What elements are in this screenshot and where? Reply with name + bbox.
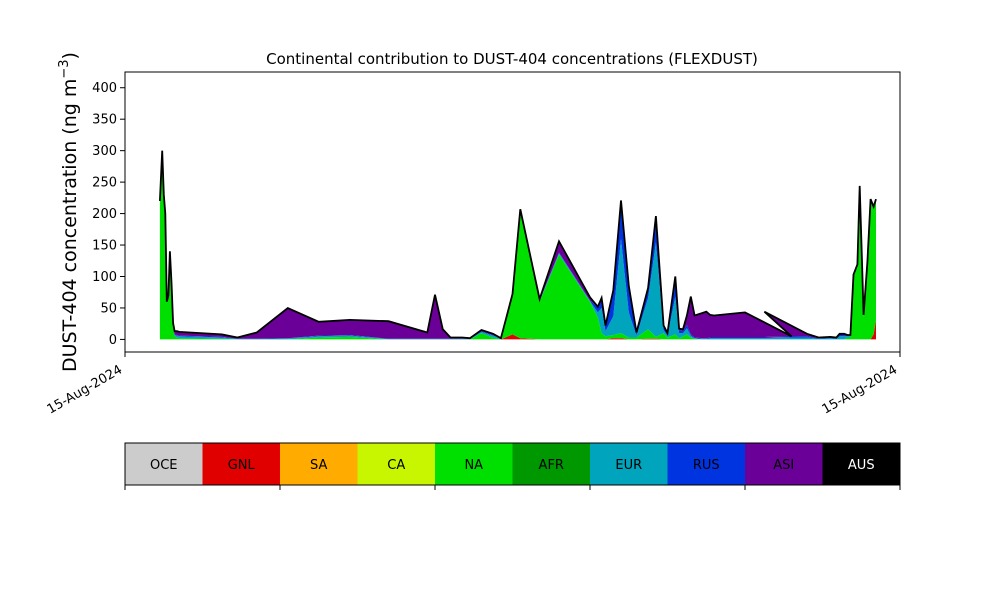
- y-tick-label: 300: [92, 144, 117, 159]
- legend-label-gnl: GNL: [228, 458, 256, 473]
- y-axis-label: DUST-404 concentration (ng m−3): [57, 52, 81, 372]
- y-tick-label: 250: [92, 176, 117, 191]
- chart-title: Continental contribution to DUST-404 con…: [266, 50, 758, 68]
- y-axis-label-exponent: −3: [57, 59, 72, 78]
- legend-swatch-ca: [357, 443, 435, 485]
- y-tick-label: 350: [92, 113, 117, 128]
- legend-label-oce: OCE: [150, 458, 178, 473]
- legend-label-afr: AFR: [539, 458, 564, 473]
- y-tick-label: 50: [100, 301, 117, 316]
- stacked-area-series: [159, 150, 876, 340]
- y-axis-ticks: 0 50 100 150 200 250 300 350 400: [92, 81, 125, 348]
- legend-swatch-rus: [667, 443, 745, 485]
- legend-swatch-na: [435, 443, 513, 485]
- y-tick-label: 150: [92, 239, 117, 254]
- legend-swatch-gnl: [202, 443, 280, 485]
- legend-label-ca: CA: [387, 458, 405, 473]
- legend-swatch-asi: [745, 443, 823, 485]
- legend-swatch-aus: [822, 443, 900, 485]
- legend-label-na: NA: [464, 458, 483, 473]
- legend-swatch-oce: [125, 443, 203, 485]
- legend-swatch-sa: [280, 443, 358, 485]
- legend-label-aus: AUS: [848, 458, 875, 473]
- y-tick-label: 0: [109, 333, 117, 348]
- y-axis-label-main: DUST-404 concentration (ng m: [59, 79, 81, 372]
- y-tick-label: 200: [92, 207, 117, 222]
- legend-label-eur: EUR: [615, 458, 642, 473]
- legend-bar-frame: [124, 442, 901, 486]
- legend-label-rus: RUS: [693, 458, 720, 473]
- plot-frame: [124, 71, 901, 353]
- total-concentration-line: [159, 150, 877, 340]
- area-series-na: [159, 150, 876, 340]
- y-tick-label: 400: [92, 81, 117, 96]
- legend-swatch-eur: [590, 443, 668, 485]
- y-tick-label: 100: [92, 270, 117, 285]
- source-region-legend-bar: OCE GNL SA CA NA AFR EUR RUS ASI AUS: [124, 442, 901, 490]
- legend-swatch-afr: [512, 443, 590, 485]
- legend-label-asi: ASI: [773, 458, 794, 473]
- legend-label-sa: SA: [310, 458, 327, 473]
- y-axis-label-close: ): [59, 52, 81, 59]
